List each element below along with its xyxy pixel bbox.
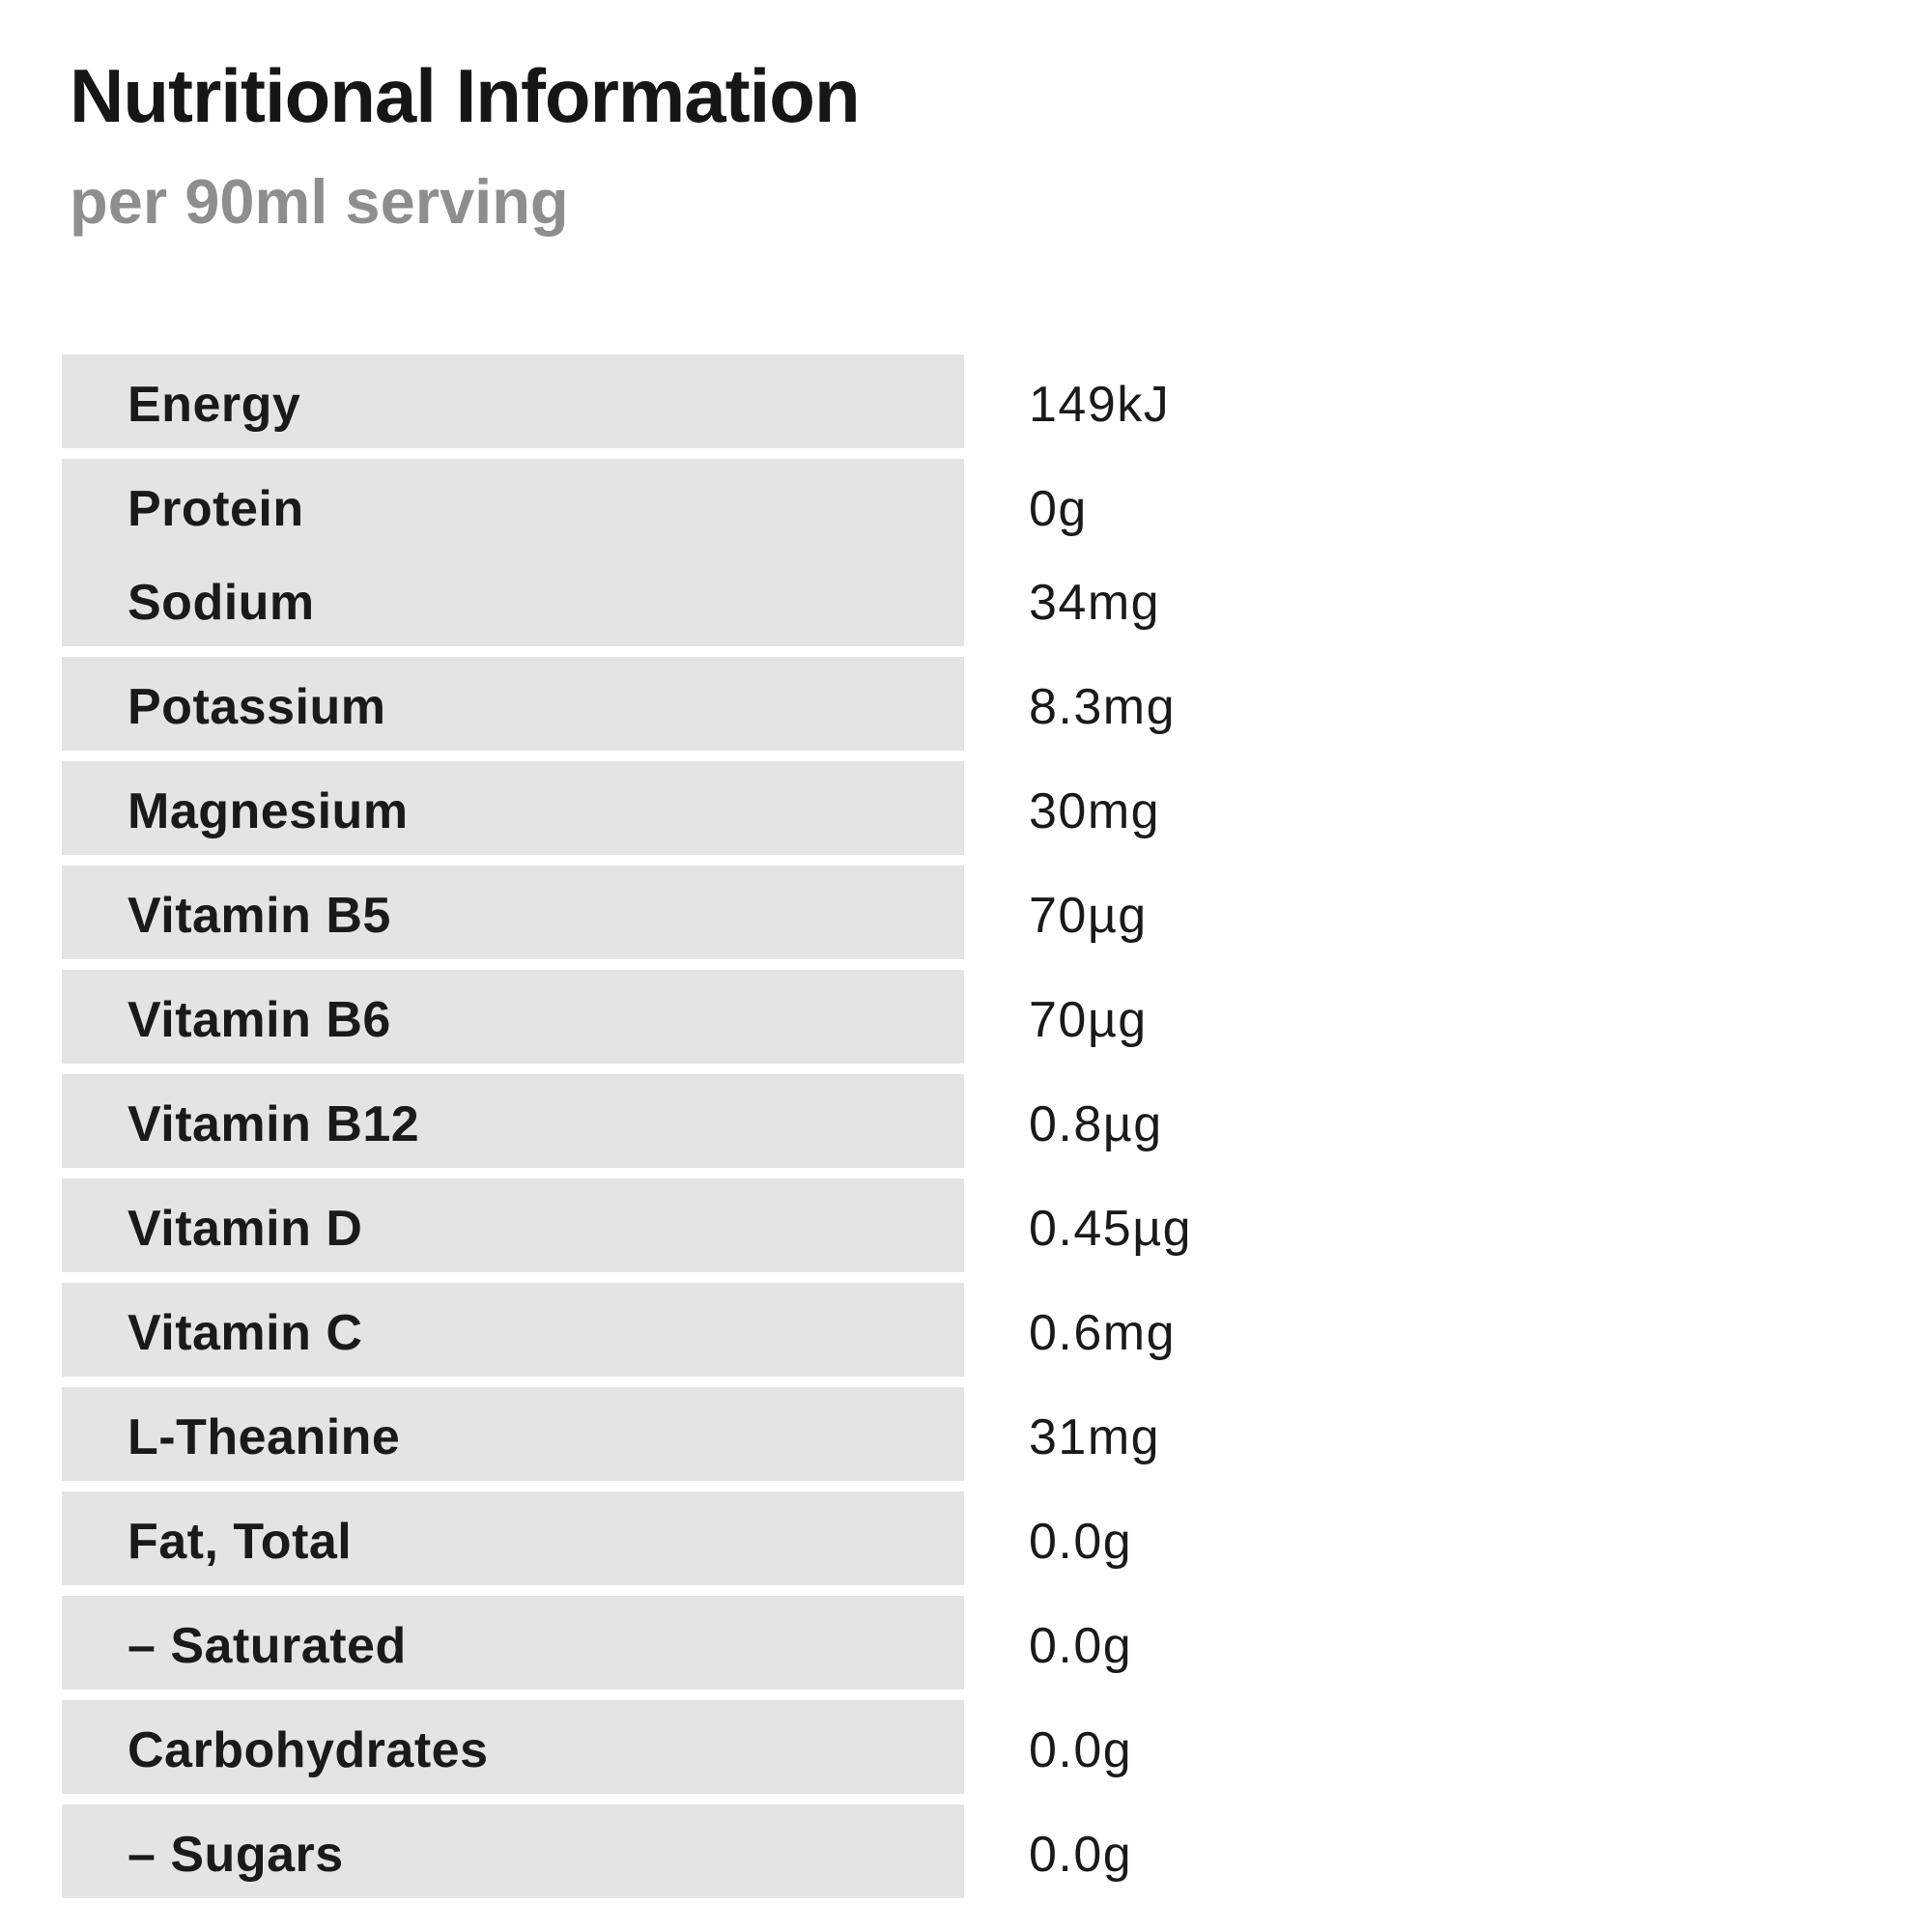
- row-label-cell: Fat, Total: [62, 1491, 964, 1585]
- row-value-cell: 0.45µg: [1029, 1179, 1192, 1272]
- header: Nutritional Information per 90ml serving: [0, 0, 1932, 237]
- row-label-cell: L-Theanine: [62, 1386, 964, 1481]
- row-value-cell: 70µg: [1029, 866, 1148, 959]
- row-value: 149kJ: [1029, 377, 1171, 434]
- row-label: Sodium: [128, 575, 315, 632]
- row-label: Vitamin C: [128, 1305, 363, 1362]
- row-label-cell: – Sugars: [62, 1804, 964, 1898]
- row-label: Potassium: [128, 679, 386, 736]
- row-value: 0.8µg: [1029, 1096, 1163, 1153]
- row-value: 0.0g: [1029, 1514, 1133, 1571]
- row-label: Protein: [128, 481, 304, 538]
- row-label-cell: Magnesium: [62, 760, 964, 855]
- row-value-cell: 0.8µg: [1029, 1074, 1163, 1168]
- table-row: Vitamin C 0.6mg: [62, 1282, 1932, 1377]
- row-label-cell: – Saturated: [62, 1595, 964, 1690]
- row-label-cell: Protein: [62, 458, 964, 553]
- table-row: L-Theanine 31mg: [62, 1386, 1932, 1481]
- row-label: Vitamin B5: [128, 888, 391, 945]
- row-value-cell: 0.0g: [1029, 1492, 1132, 1585]
- row-label-cell: Sodium: [62, 552, 964, 646]
- row-value-cell: 30mg: [1029, 761, 1160, 855]
- row-value: 8.3mg: [1029, 679, 1177, 736]
- row-value: 0.0g: [1029, 1722, 1133, 1779]
- row-label-cell: Energy: [62, 354, 964, 448]
- row-label: L-Theanine: [128, 1409, 401, 1466]
- row-value: 0.0g: [1029, 1827, 1133, 1884]
- row-label-cell: Vitamin B6: [62, 969, 964, 1064]
- row-label: Magnesium: [128, 783, 409, 840]
- row-label: – Sugars: [128, 1827, 344, 1884]
- table-row: Protein 0g: [62, 458, 1932, 553]
- row-label: Carbohydrates: [128, 1722, 489, 1779]
- table-row: Sodium 34mg: [62, 552, 1932, 646]
- page-subtitle: per 90ml serving: [70, 166, 569, 238]
- row-value: 34mg: [1029, 575, 1161, 632]
- nutrition-table: Energy 149kJ Protein 0g Sodium 34mg: [62, 354, 1932, 1898]
- row-value: 0.6mg: [1029, 1305, 1177, 1362]
- row-value: 31mg: [1029, 1409, 1161, 1466]
- row-label-cell: Vitamin B12: [62, 1073, 964, 1168]
- table-row: Carbohydrates 0.0g: [62, 1699, 1932, 1794]
- row-value-cell: 31mg: [1029, 1387, 1160, 1481]
- row-label: Energy: [128, 377, 301, 434]
- table-row: – Sugars 0.0g: [62, 1804, 1932, 1898]
- row-label: Vitamin B12: [128, 1096, 420, 1153]
- row-label: Vitamin B6: [128, 992, 391, 1049]
- row-label-cell: Vitamin B5: [62, 865, 964, 959]
- row-value-cell: 0.0g: [1029, 1804, 1132, 1898]
- row-value-cell: 149kJ: [1029, 355, 1170, 448]
- table-row: Fat, Total 0.0g: [62, 1491, 1932, 1585]
- row-value: 0.45µg: [1029, 1201, 1193, 1258]
- row-label: Vitamin D: [128, 1201, 363, 1258]
- row-value-cell: 70µg: [1029, 970, 1148, 1064]
- table-row: Vitamin B12 0.8µg: [62, 1073, 1932, 1168]
- row-label-cell: Vitamin D: [62, 1178, 964, 1272]
- table-row: Energy 149kJ: [62, 354, 1932, 448]
- table-row: Magnesium 30mg: [62, 760, 1932, 855]
- row-value: 70µg: [1029, 888, 1148, 945]
- table-row: Vitamin D 0.45µg: [62, 1178, 1932, 1272]
- row-label-cell: Potassium: [62, 656, 964, 751]
- row-value-cell: 34mg: [1029, 553, 1160, 646]
- row-value-cell: 0.6mg: [1029, 1283, 1176, 1377]
- row-value: 30mg: [1029, 783, 1161, 840]
- row-label-cell: Vitamin C: [62, 1282, 964, 1377]
- row-value-cell: 0.0g: [1029, 1596, 1132, 1690]
- row-value-cell: 0g: [1029, 459, 1088, 553]
- table-row: Potassium 8.3mg: [62, 656, 1932, 751]
- row-label: Fat, Total: [128, 1514, 353, 1571]
- row-value-cell: 0.0g: [1029, 1700, 1132, 1794]
- table-row: Vitamin B5 70µg: [62, 865, 1932, 959]
- table-row: – Saturated 0.0g: [62, 1595, 1932, 1690]
- row-value: 0.0g: [1029, 1618, 1133, 1675]
- row-label: – Saturated: [128, 1618, 407, 1675]
- row-value: 70µg: [1029, 992, 1148, 1049]
- page-title: Nutritional Information: [70, 53, 861, 138]
- table-row: Vitamin B6 70µg: [62, 969, 1932, 1064]
- row-label-cell: Carbohydrates: [62, 1699, 964, 1794]
- row-value: 0g: [1029, 481, 1088, 538]
- row-value-cell: 8.3mg: [1029, 657, 1176, 751]
